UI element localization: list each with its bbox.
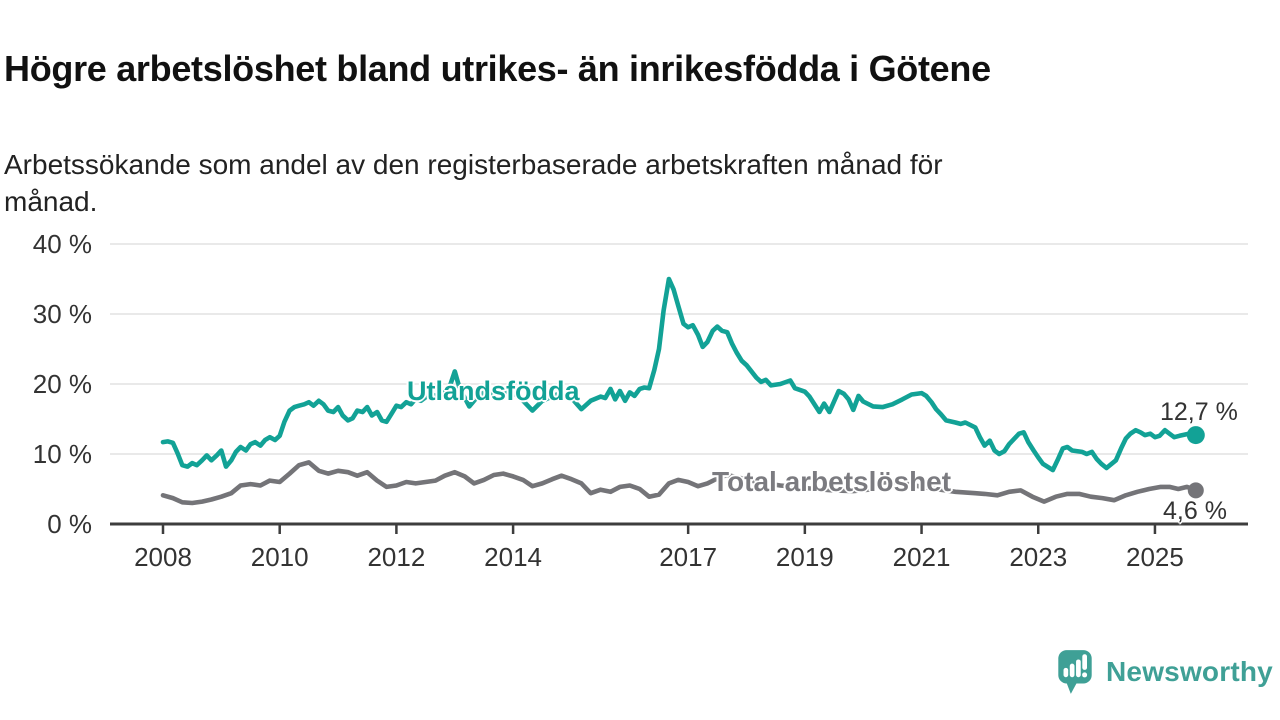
end-dot-utlandsfodda — [1186, 426, 1205, 445]
x-tick-label: 2008 — [134, 542, 192, 572]
series-line-utlandsfodda — [160, 276, 1199, 473]
x-tick-label: 2021 — [893, 542, 951, 572]
y-tick-label: 10 % — [33, 439, 92, 469]
y-tick-label: 40 % — [33, 229, 92, 259]
newsworthy-wordmark: Newsworthy — [1106, 656, 1273, 687]
x-tick-label: 2012 — [367, 542, 425, 572]
y-tick-label: 0 % — [47, 509, 92, 539]
y-tick-label: 20 % — [33, 369, 92, 399]
end-value-label-total: 4,6 % — [1163, 497, 1227, 525]
bar-chart-speech-bubble-icon — [1058, 650, 1092, 694]
x-tick-label: 2019 — [776, 542, 834, 572]
x-tick-label: 2023 — [1009, 542, 1067, 572]
page-title: Högre arbetslöshet bland utrikes- än inr… — [4, 48, 991, 90]
series-label-utlandsfodda: Utlandsfödda — [407, 376, 580, 406]
end-dot-total-arbetsloshet — [1187, 482, 1204, 499]
y-tick-label: 30 % — [33, 299, 92, 329]
end-value-label-utlandsfodda: 12,7 % — [1160, 398, 1238, 426]
x-tick-label: 2014 — [484, 542, 542, 572]
x-tick-label: 2025 — [1126, 542, 1184, 572]
x-tick-label: 2017 — [659, 542, 717, 572]
series-label-total-arbetsloshet: Total arbetslöshet — [712, 466, 952, 497]
line-chart: 0 % 10 % 20 % 30 % 40 % 2008 2010 2012 2014 2017 2… — [33, 229, 1248, 572]
x-tick-label: 2010 — [251, 542, 309, 572]
page-subtitle: Arbetssökande som andel av den registerb… — [4, 149, 943, 218]
newsworthy-logo: Newsworthy — [1056, 648, 1273, 696]
series-line-total-arbetsloshet — [160, 460, 1199, 506]
